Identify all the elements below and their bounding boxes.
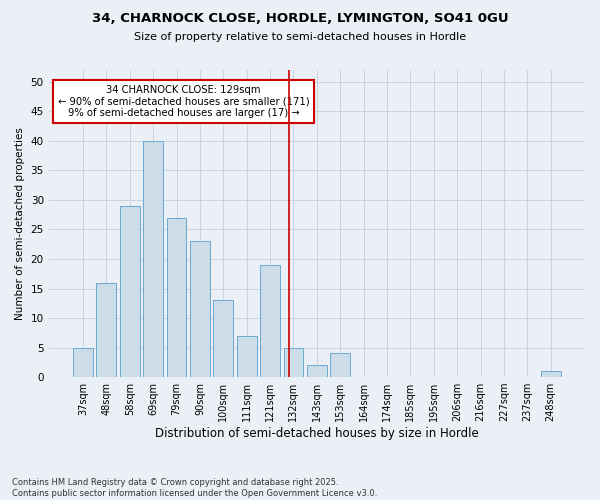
Text: Contains HM Land Registry data © Crown copyright and database right 2025.
Contai: Contains HM Land Registry data © Crown c… bbox=[12, 478, 377, 498]
Bar bbox=[307, 366, 327, 377]
Bar bbox=[541, 371, 560, 377]
Bar bbox=[284, 348, 304, 377]
Bar bbox=[73, 348, 93, 377]
Bar bbox=[214, 300, 233, 377]
Bar bbox=[97, 282, 116, 377]
Text: Size of property relative to semi-detached houses in Hordle: Size of property relative to semi-detach… bbox=[134, 32, 466, 42]
Text: 34 CHARNOCK CLOSE: 129sqm
← 90% of semi-detached houses are smaller (171)
9% of : 34 CHARNOCK CLOSE: 129sqm ← 90% of semi-… bbox=[58, 85, 310, 118]
Bar bbox=[330, 354, 350, 377]
Bar bbox=[143, 141, 163, 377]
Bar bbox=[190, 242, 210, 377]
Y-axis label: Number of semi-detached properties: Number of semi-detached properties bbox=[15, 127, 25, 320]
Bar bbox=[260, 265, 280, 377]
Text: 34, CHARNOCK CLOSE, HORDLE, LYMINGTON, SO41 0GU: 34, CHARNOCK CLOSE, HORDLE, LYMINGTON, S… bbox=[92, 12, 508, 26]
X-axis label: Distribution of semi-detached houses by size in Hordle: Distribution of semi-detached houses by … bbox=[155, 427, 479, 440]
Bar bbox=[167, 218, 187, 377]
Bar bbox=[237, 336, 257, 377]
Bar bbox=[120, 206, 140, 377]
